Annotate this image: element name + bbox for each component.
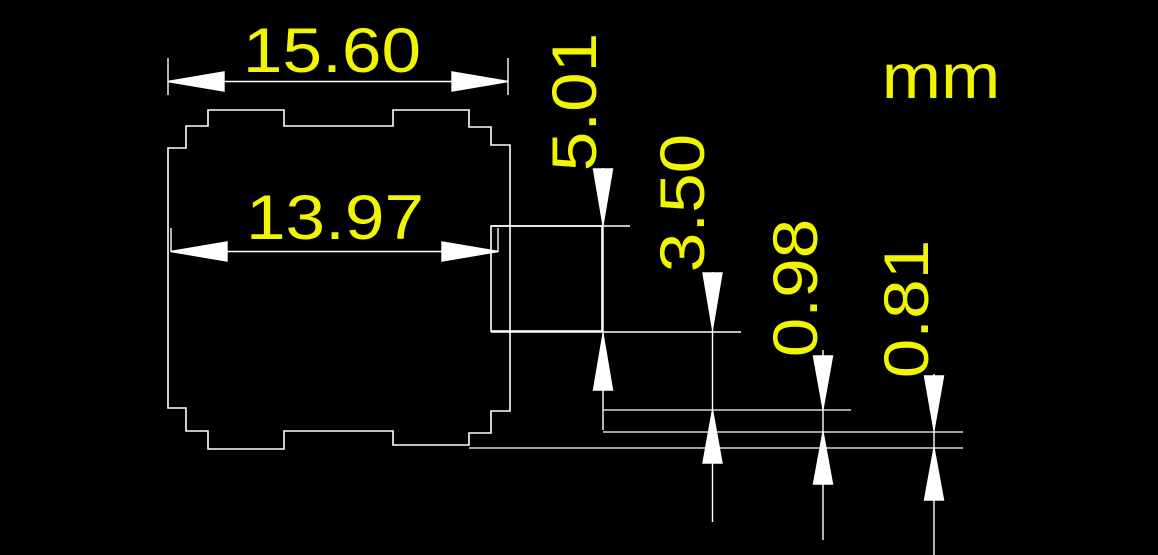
svg-text:15.60: 15.60 xyxy=(243,16,421,86)
svg-text:5.01: 5.01 xyxy=(540,33,610,172)
svg-text:0.98: 0.98 xyxy=(761,219,831,358)
svg-text:0.81: 0.81 xyxy=(872,240,942,379)
svg-text:13.97: 13.97 xyxy=(246,183,424,253)
svg-text:3.50: 3.50 xyxy=(648,134,718,273)
svg-text:mm: mm xyxy=(882,42,1001,112)
